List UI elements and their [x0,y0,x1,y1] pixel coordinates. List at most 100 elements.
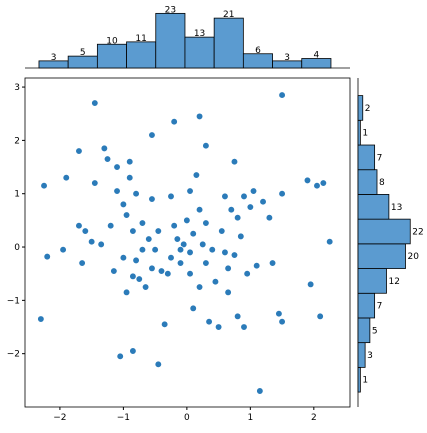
point [141,283,150,291]
point [319,179,327,187]
point [100,144,108,153]
point [126,158,134,166]
y-tick-label: 2 [14,136,20,146]
point [160,320,169,329]
point [237,232,245,241]
point [113,187,121,195]
point [214,323,223,331]
y-tick-label: −2 [7,350,20,360]
point [173,235,181,243]
bar-label: 3 [51,53,57,63]
point [306,280,315,289]
point [122,211,131,219]
bar [357,95,364,121]
point [186,248,194,257]
bar [96,43,127,69]
point [183,216,191,225]
point [256,387,264,395]
point [129,272,137,281]
bar-label: 6 [255,46,261,56]
point [211,278,220,286]
point [132,256,140,265]
point [148,195,156,203]
point [91,179,99,187]
point [202,219,210,227]
bar [357,169,378,195]
point [233,312,242,321]
bar-label: 12 [389,277,400,287]
bar [184,36,215,69]
y-tick-label: −1 [7,296,20,306]
point [167,192,175,201]
x-tick-label: −1 [117,413,130,423]
point [37,315,45,323]
plot-frame [24,77,351,408]
point [192,171,201,179]
bar-label: 20 [408,252,420,262]
point [43,252,51,261]
point [246,203,254,211]
point [119,254,128,262]
point [78,259,86,267]
point [148,131,156,139]
point [126,174,134,182]
point [208,246,216,254]
bar [357,243,406,269]
point [326,238,334,246]
point [135,275,143,283]
point [221,248,229,257]
point [148,264,156,273]
point [154,360,162,368]
point [189,304,197,313]
point [103,155,112,163]
bar-label: 22 [412,227,423,237]
point [233,214,242,222]
x-tick-label: 2 [311,413,317,423]
bar [126,41,157,69]
point [259,198,267,206]
point [157,267,166,275]
point [205,318,213,326]
bar-label: 3 [284,53,290,63]
point [195,283,204,291]
point [145,235,153,243]
bar-label: 11 [135,34,146,44]
point [249,187,258,195]
point [75,147,83,155]
bar [301,58,332,69]
point [221,192,229,201]
bar-label: 13 [194,29,205,39]
point [97,240,105,249]
point [224,288,232,297]
bar-label: 5 [80,48,86,58]
x-tick-label: −2 [53,413,66,423]
point [164,270,172,278]
point [138,246,147,254]
point [59,246,67,254]
point [189,230,197,238]
x-tick-label: 1 [247,413,253,423]
point [75,222,83,230]
point [265,214,274,222]
point [313,182,321,190]
point [268,259,277,267]
y-tick-label: 3 [14,83,20,93]
point [199,240,207,249]
point [113,163,121,171]
point [110,267,118,275]
point [119,200,128,209]
bar-label: 1 [362,376,368,386]
point [138,219,147,227]
point [224,264,232,273]
point [240,192,248,201]
bar-label: 2 [365,104,371,114]
point [243,270,251,278]
point [195,206,204,214]
point [154,227,162,235]
point [186,187,194,195]
bar [155,12,186,69]
point [170,222,178,230]
bar [357,218,411,245]
point [81,227,89,235]
